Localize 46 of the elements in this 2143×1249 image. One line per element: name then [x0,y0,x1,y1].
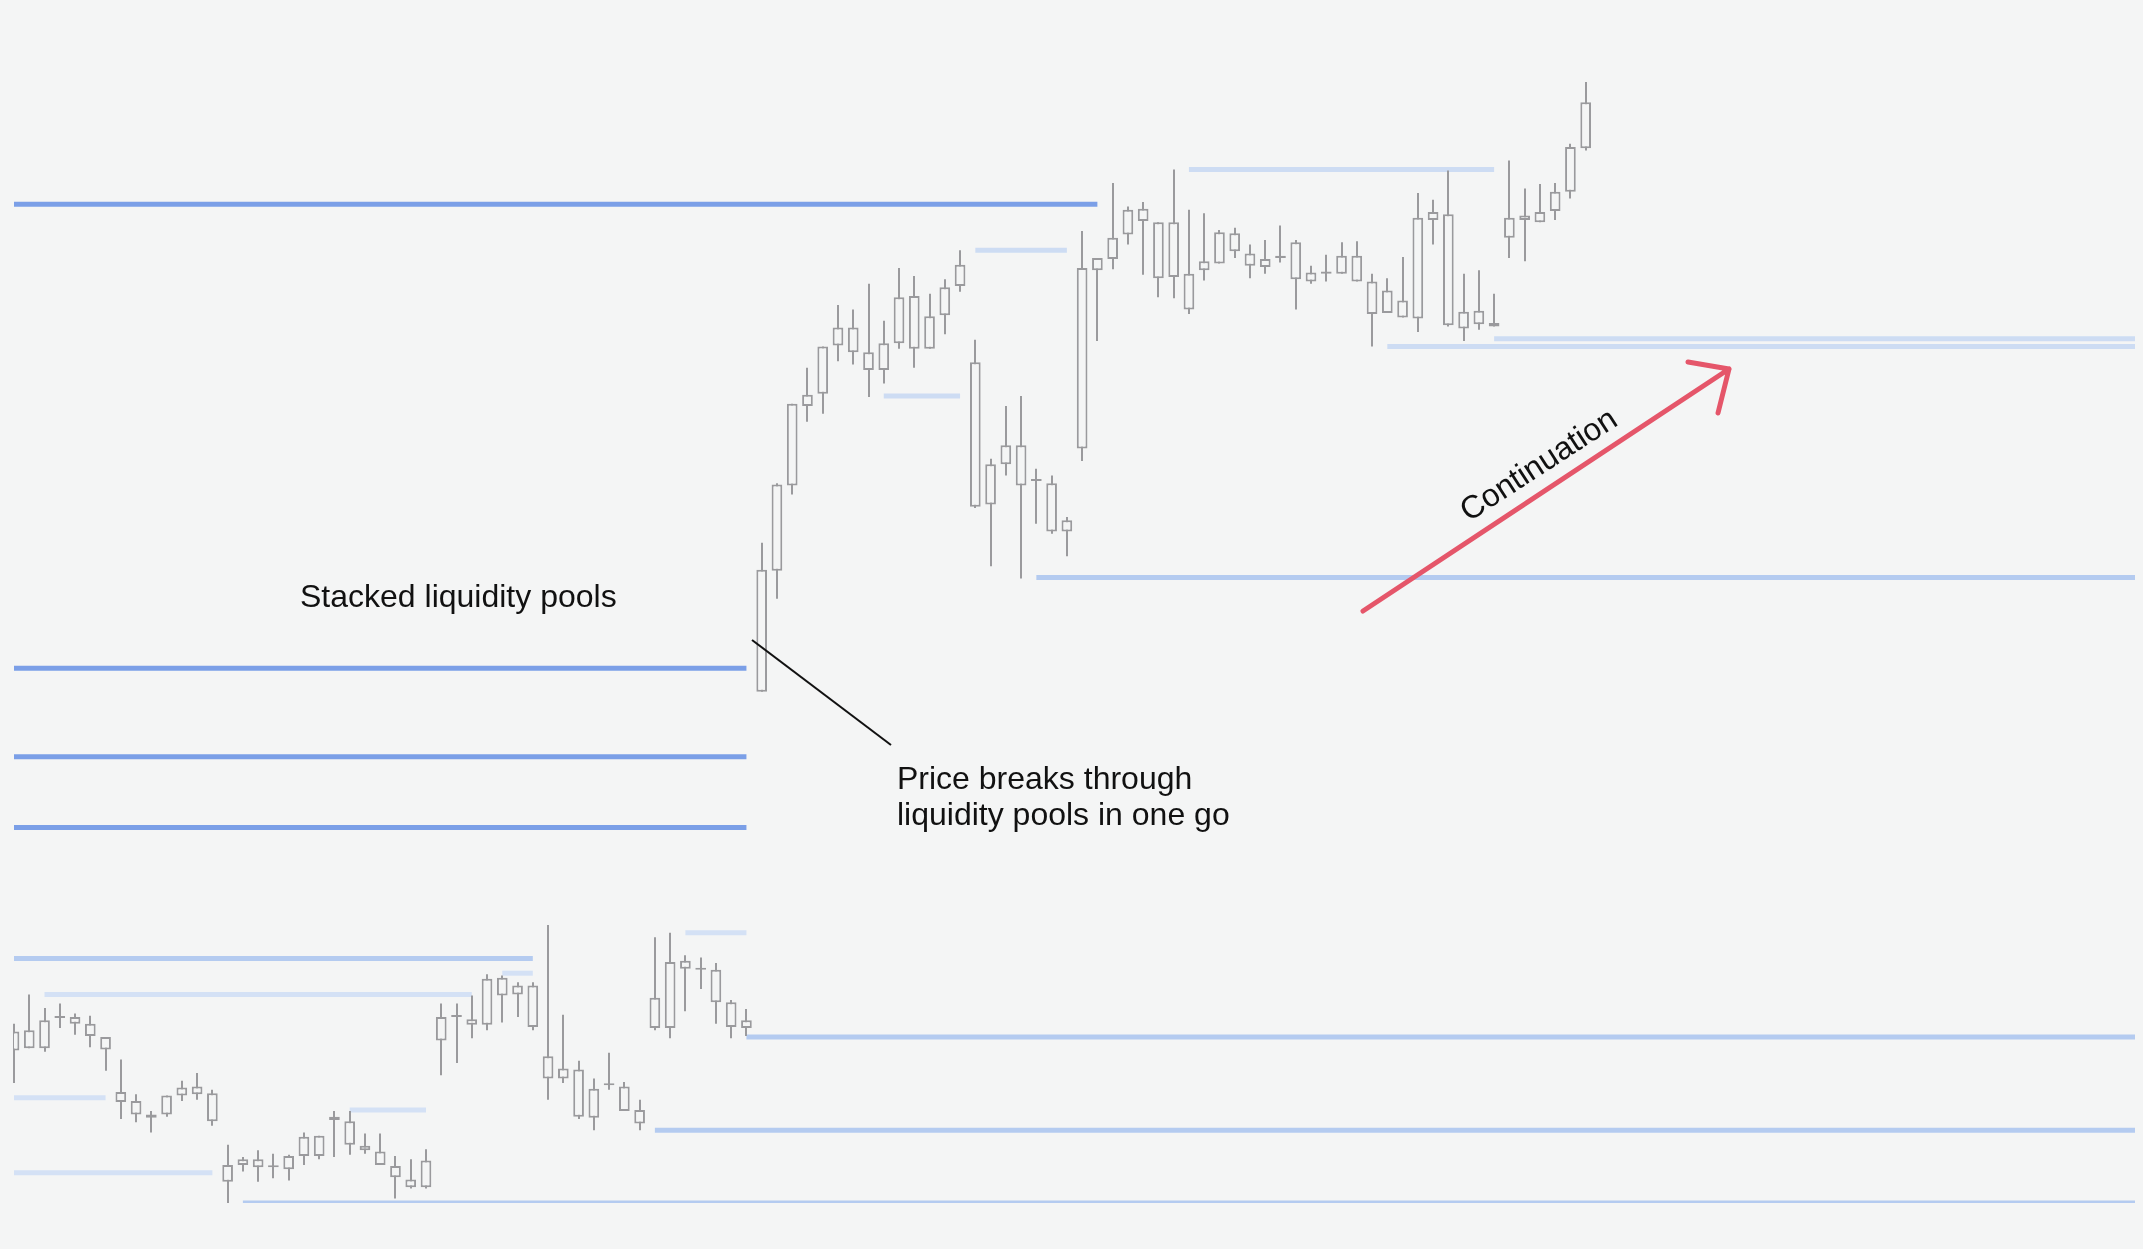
candlestick [802,366,813,423]
candlestick [84,1014,96,1049]
candlestick [1504,159,1515,259]
candlestick [542,923,554,1101]
candlestick [435,1002,447,1077]
candlestick [222,1143,233,1204]
candlestick [832,304,844,363]
annotation: Stacked liquidity pools [300,578,618,614]
candlestick [1061,515,1073,558]
candlestick [54,1002,66,1030]
candlestick [878,319,890,385]
candlestick [1107,181,1118,271]
candlestick [863,282,874,398]
candlestick [466,994,478,1040]
candlestick [100,1036,111,1072]
candlestick [725,999,737,1040]
candlestick [115,1058,127,1120]
candlestick [1351,240,1363,283]
candlestick [252,1149,264,1183]
candlestick [1000,404,1012,477]
candlestick [1519,187,1530,263]
annotation: Price breaks through liquidity pools in one go [897,760,1231,832]
candlestick [191,1071,203,1101]
candlestick [69,1012,81,1036]
candlestick [1092,257,1103,342]
candlestick [390,1154,401,1200]
candlestick [1458,272,1469,342]
candlestick [344,1110,356,1156]
candlestick [1381,277,1393,314]
candlestick [1137,200,1149,276]
candlestick [1259,239,1271,275]
candlestick [1427,198,1439,246]
candlestick [1198,212,1210,282]
candlestick [741,1008,752,1037]
candlestick [680,954,691,1013]
candlestick [847,308,859,366]
candlestick [619,1080,630,1113]
candlestick [405,1158,417,1190]
candlestick [1229,226,1241,259]
candlestick [374,1132,386,1166]
candlestick [23,993,35,1050]
candlestick [1397,255,1408,319]
candlestick [1336,241,1347,275]
candlestick [557,1013,569,1085]
candlestick [496,974,508,1024]
candlestick [420,1148,432,1190]
